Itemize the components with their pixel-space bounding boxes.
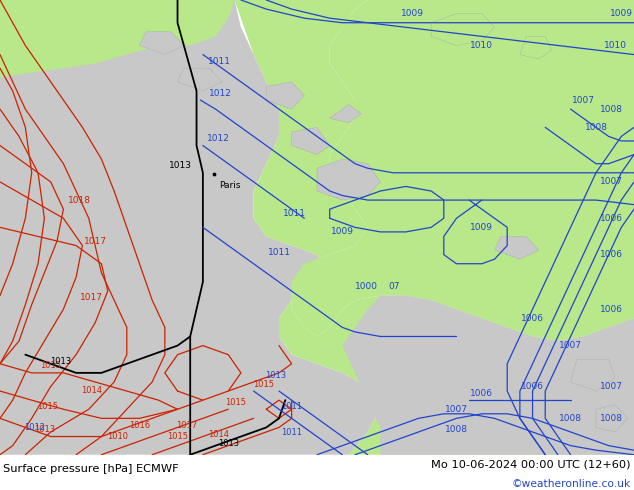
Text: 1011: 1011 bbox=[208, 57, 231, 66]
Text: 1008: 1008 bbox=[559, 414, 582, 423]
Text: 1006: 1006 bbox=[600, 214, 623, 223]
Text: 1017: 1017 bbox=[81, 294, 103, 302]
Text: 1009: 1009 bbox=[470, 223, 493, 232]
Text: 1017: 1017 bbox=[176, 420, 198, 430]
Text: 1011: 1011 bbox=[281, 428, 302, 438]
Text: 1006: 1006 bbox=[521, 314, 544, 323]
Text: 1013: 1013 bbox=[265, 370, 287, 380]
Text: 1007: 1007 bbox=[600, 177, 623, 186]
Text: 1015: 1015 bbox=[252, 380, 274, 389]
Text: 1015: 1015 bbox=[37, 402, 58, 412]
Text: 1018: 1018 bbox=[68, 196, 91, 205]
Text: 1010: 1010 bbox=[470, 41, 493, 50]
Polygon shape bbox=[178, 68, 222, 91]
Text: 1007: 1007 bbox=[572, 96, 595, 104]
Text: 1015: 1015 bbox=[167, 432, 188, 441]
Text: 07: 07 bbox=[389, 282, 400, 291]
Text: 1013: 1013 bbox=[34, 425, 55, 434]
Text: 1007: 1007 bbox=[445, 405, 468, 414]
Text: 1014: 1014 bbox=[208, 430, 230, 439]
Text: 1011: 1011 bbox=[283, 209, 306, 218]
Text: ©weatheronline.co.uk: ©weatheronline.co.uk bbox=[512, 479, 631, 489]
Polygon shape bbox=[571, 359, 615, 391]
Text: 1016: 1016 bbox=[129, 420, 150, 430]
Text: 1015: 1015 bbox=[40, 361, 61, 370]
Polygon shape bbox=[292, 0, 634, 341]
Text: 1009: 1009 bbox=[610, 9, 633, 18]
Text: 1011: 1011 bbox=[268, 248, 290, 257]
Text: 1012: 1012 bbox=[24, 423, 46, 432]
Text: 1006: 1006 bbox=[600, 250, 623, 259]
Text: 1008: 1008 bbox=[445, 425, 468, 434]
Polygon shape bbox=[292, 127, 330, 155]
Text: 1008: 1008 bbox=[585, 123, 607, 132]
Text: 1009: 1009 bbox=[331, 227, 354, 236]
Polygon shape bbox=[0, 0, 235, 77]
Polygon shape bbox=[520, 36, 552, 59]
Text: 1013: 1013 bbox=[49, 357, 71, 366]
Text: 1007: 1007 bbox=[559, 341, 582, 350]
Text: 1011: 1011 bbox=[281, 402, 302, 412]
Text: 1007: 1007 bbox=[600, 382, 623, 391]
Text: 1015: 1015 bbox=[225, 398, 247, 407]
Polygon shape bbox=[266, 82, 304, 109]
Text: 1008: 1008 bbox=[600, 105, 623, 114]
Polygon shape bbox=[342, 295, 634, 455]
Text: Surface pressure [hPa] ECMWF: Surface pressure [hPa] ECMWF bbox=[3, 464, 179, 474]
Text: 1008: 1008 bbox=[600, 414, 623, 423]
Polygon shape bbox=[596, 405, 628, 432]
Text: 1006: 1006 bbox=[470, 389, 493, 398]
Text: Paris: Paris bbox=[219, 180, 240, 190]
Text: 1006: 1006 bbox=[521, 382, 544, 391]
Polygon shape bbox=[139, 32, 184, 54]
Text: 1010: 1010 bbox=[604, 41, 626, 50]
Polygon shape bbox=[235, 0, 634, 455]
Text: 1010: 1010 bbox=[107, 432, 128, 441]
Text: 1013: 1013 bbox=[169, 162, 192, 171]
Text: 1014: 1014 bbox=[81, 386, 103, 394]
Polygon shape bbox=[330, 104, 361, 123]
Text: 1013: 1013 bbox=[217, 439, 239, 448]
Polygon shape bbox=[317, 159, 380, 200]
Polygon shape bbox=[431, 14, 495, 46]
Text: 1000: 1000 bbox=[355, 282, 378, 291]
Text: 1006: 1006 bbox=[600, 305, 623, 314]
Text: 1017: 1017 bbox=[84, 237, 107, 245]
Polygon shape bbox=[0, 0, 380, 455]
Text: Mo 10-06-2024 00:00 UTC (12+60): Mo 10-06-2024 00:00 UTC (12+60) bbox=[431, 460, 631, 469]
Polygon shape bbox=[495, 237, 539, 259]
Text: 1012: 1012 bbox=[209, 89, 232, 98]
Text: 1009: 1009 bbox=[401, 9, 424, 18]
Text: 1012: 1012 bbox=[207, 134, 230, 143]
